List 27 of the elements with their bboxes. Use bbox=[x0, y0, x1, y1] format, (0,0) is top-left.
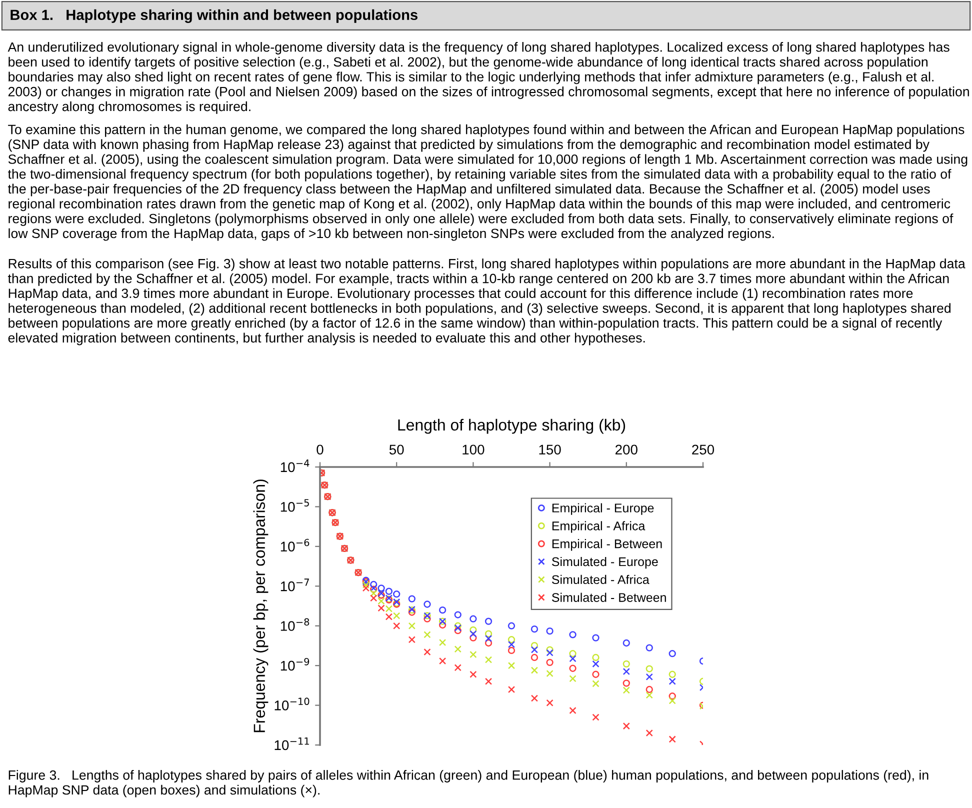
legend-label: Empirical - Africa bbox=[552, 521, 646, 533]
x-tick-label: 150 bbox=[539, 444, 561, 455]
y-tick-label: 10$^{−4}$ bbox=[280, 460, 310, 472]
y-tick-label: 10$^{−8}$ bbox=[280, 618, 310, 631]
legend-label: Empirical - Europe bbox=[552, 503, 654, 515]
text: Results of this comparison (see Fig. 3) show at least two notable patterns. First, long shared haplotypes within populations are more abundant in the HapMap data than predicted by the Schaffner et al. (2005) model. For example, tracts within a 10-kb range centered on 200 kb are 3.7 times more abundant within the African HapMap data, and 3.9 times more abundant in Europe. Evolutionary processes that could account for this difference include (1) recombination rates more heterogeneous than modeled, (2) additional recent bottlenecks in both populations, and (3) selective sweeps. Second, it is apparent that long haplotypes shared between populations are more greatly enriched (by a factor of 12.6 in the same window) than within-population tracts. This pattern could be a signal of recently elevated migration between continents, but further analysis is needed to evaluate this and other hypotheses. bbox=[8, 258, 966, 346]
x-tick-label: 0 bbox=[316, 444, 324, 455]
x-tick-label: 50 bbox=[389, 444, 404, 455]
text: To examine this pattern in the human genome, we compared the long shared haplotypes found within and between the African and European HapMap populations (SNP data with known phasing from HapMap release 23) against that predicted by simulations from the demographic and recombination model estimated by Schaffner et al. (2005), using the coalescent simulation program. Data were simulated for 10,000 regions of length 1 Mb. Ascertainment correction was made using the two-dimensional frequency spectrum (for both populations together), by retaining variable sites from the simulated data with a probability equal to the ratio of the per-base-pair frequencies of the 2D frequency class between the HapMap and unfiltered simulated data. Because the Schaffner et al. (2005) model uses regional recombination rates drawn from the genetic map of Kong et al. (2002), only HapMap data within the bounds of this map were included, and centromeric regions were excluded. Singletons (polymorphisms observed in only one allele) were excluded from both data sets. Finally, to conservatively eliminate regions of low SNP coverage from the HapMap data, gaps of >10 kb between non-singleton SNPs were excluded from the analyzed regions. bbox=[8, 124, 968, 241]
x-axis-title: Length of haplotype sharing (kb) bbox=[398, 418, 626, 434]
legend-label: Simulated - Africa bbox=[552, 574, 650, 584]
x-tick-label: 250 bbox=[692, 444, 714, 455]
legend-label: Simulated - Europe bbox=[552, 556, 658, 569]
x-tick-label: 100 bbox=[462, 444, 484, 455]
y-tick-label: 10$^{−11}$ bbox=[274, 738, 309, 750]
y-tick-label: 10$^{−5}$ bbox=[280, 499, 309, 512]
caption: Figure 3. Lengths of haplotypes shared by pairs of alleles within African (green) and European (blue) human populations, and between populations (red), in HapMap SNP data (open boxes) and simulations (×). bbox=[8, 770, 928, 798]
legend-label: Empirical - Between bbox=[552, 539, 662, 551]
y-tick-label: 10$^{−9}$ bbox=[280, 658, 310, 671]
y-axis-title: Frequency (per bp, per comparison) bbox=[253, 480, 268, 732]
y-tick-label: 10$^{−7}$ bbox=[280, 578, 309, 592]
chart-title: Box 1. Haplotype sharing within and between populations bbox=[10, 9, 418, 23]
y-tick-label: 10$^{−10}$ bbox=[274, 698, 310, 710]
text: An underutilized evolutionary signal in whole-genome diversity data is the frequency of long shared haplotypes. Localized excess of long shared haplotypes has been used to identify targets of positive selection (e.g., Sabeti et al. 2002), but the genome-wide abundance of long identical tracts shared across population boundaries may also shed light on recent rates of gene flow. This is similar to the logic underlying methods that infer admixture parameters (e.g., Falush et al. 2003) or changes in migration rate (Pool and Nielsen 2009) based on the sizes of introgressed chromosomal segments, except that here no inference of population ancestry along chromosomes is required. bbox=[8, 42, 969, 114]
y-tick-label: 10$^{−6}$ bbox=[280, 538, 310, 552]
x-tick-label: 200 bbox=[616, 444, 638, 455]
legend-label: Simulated - Between bbox=[552, 592, 666, 602]
